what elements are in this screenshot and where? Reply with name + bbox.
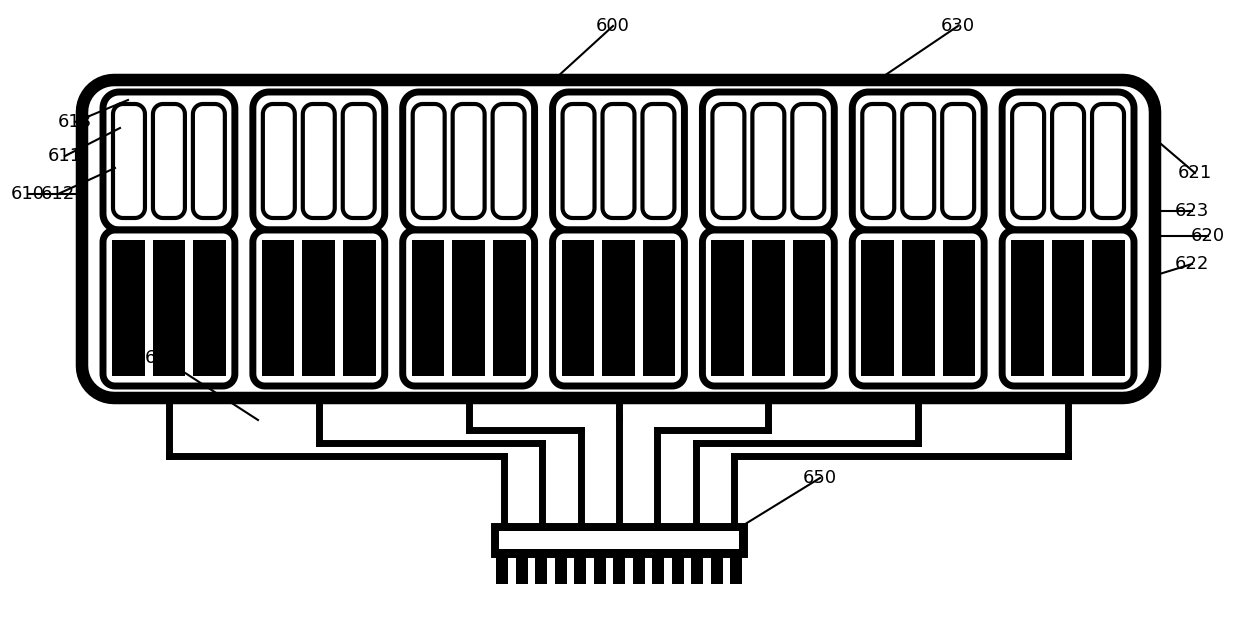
Bar — [494, 526, 743, 554]
Text: 620: 620 — [1191, 227, 1225, 245]
Text: 621: 621 — [1178, 164, 1212, 182]
Polygon shape — [103, 230, 235, 386]
Bar — [496, 554, 508, 584]
Text: 623: 623 — [1175, 202, 1209, 220]
Bar — [613, 554, 624, 584]
Polygon shape — [553, 92, 684, 230]
Bar — [343, 240, 375, 376]
Bar — [499, 531, 738, 549]
Bar — [643, 240, 675, 376]
Bar — [193, 240, 225, 376]
Polygon shape — [1012, 104, 1044, 218]
Polygon shape — [302, 104, 335, 218]
Bar — [1011, 240, 1043, 376]
Bar — [672, 554, 684, 584]
Text: 630: 630 — [940, 17, 975, 35]
Polygon shape — [403, 92, 534, 230]
Polygon shape — [602, 104, 634, 218]
Polygon shape — [403, 230, 534, 386]
Polygon shape — [1092, 104, 1124, 218]
Text: 622: 622 — [1175, 255, 1209, 273]
Polygon shape — [152, 104, 185, 218]
Bar — [752, 240, 784, 376]
Polygon shape — [413, 104, 445, 218]
Bar — [574, 554, 586, 584]
Text: 611: 611 — [48, 147, 82, 165]
Bar — [793, 240, 825, 376]
Polygon shape — [343, 104, 374, 218]
Polygon shape — [1002, 92, 1134, 230]
Bar — [710, 554, 722, 584]
Text: 650: 650 — [803, 469, 838, 487]
Bar — [711, 240, 745, 376]
Bar — [515, 554, 528, 584]
Text: 612: 612 — [41, 185, 76, 203]
Polygon shape — [703, 92, 834, 230]
Polygon shape — [263, 104, 295, 218]
Bar — [411, 240, 445, 376]
Polygon shape — [82, 80, 1155, 398]
Bar — [943, 240, 975, 376]
Bar — [112, 240, 145, 376]
Polygon shape — [493, 104, 524, 218]
Polygon shape — [253, 230, 385, 386]
Bar — [1093, 240, 1125, 376]
Bar — [902, 240, 934, 376]
Polygon shape — [1002, 230, 1134, 386]
Polygon shape — [792, 104, 824, 218]
Bar — [561, 240, 595, 376]
Bar — [691, 554, 703, 584]
Polygon shape — [253, 92, 385, 230]
Bar — [261, 240, 295, 376]
Polygon shape — [852, 230, 984, 386]
Bar — [302, 240, 335, 376]
Polygon shape — [193, 104, 224, 218]
Bar — [652, 554, 664, 584]
Polygon shape — [862, 104, 895, 218]
Text: 600: 600 — [596, 17, 629, 35]
Bar — [152, 240, 186, 376]
Bar — [493, 240, 525, 376]
Bar — [593, 554, 606, 584]
Bar — [494, 526, 743, 554]
Bar — [730, 554, 742, 584]
Polygon shape — [902, 104, 934, 218]
Text: 613: 613 — [58, 113, 92, 131]
Bar — [602, 240, 634, 376]
Polygon shape — [113, 104, 145, 218]
Polygon shape — [103, 92, 235, 230]
Polygon shape — [643, 104, 674, 218]
Bar — [535, 554, 546, 584]
Bar — [632, 554, 644, 584]
Polygon shape — [452, 104, 484, 218]
Text: 640: 640 — [145, 349, 180, 367]
Bar — [1052, 240, 1084, 376]
Polygon shape — [703, 230, 834, 386]
Polygon shape — [852, 92, 984, 230]
Polygon shape — [712, 104, 745, 218]
Polygon shape — [1052, 104, 1084, 218]
Polygon shape — [752, 104, 784, 218]
Polygon shape — [942, 104, 974, 218]
Text: 610: 610 — [11, 185, 45, 203]
Polygon shape — [553, 230, 684, 386]
Polygon shape — [563, 104, 595, 218]
Bar — [555, 554, 566, 584]
Bar — [861, 240, 893, 376]
Bar — [452, 240, 484, 376]
